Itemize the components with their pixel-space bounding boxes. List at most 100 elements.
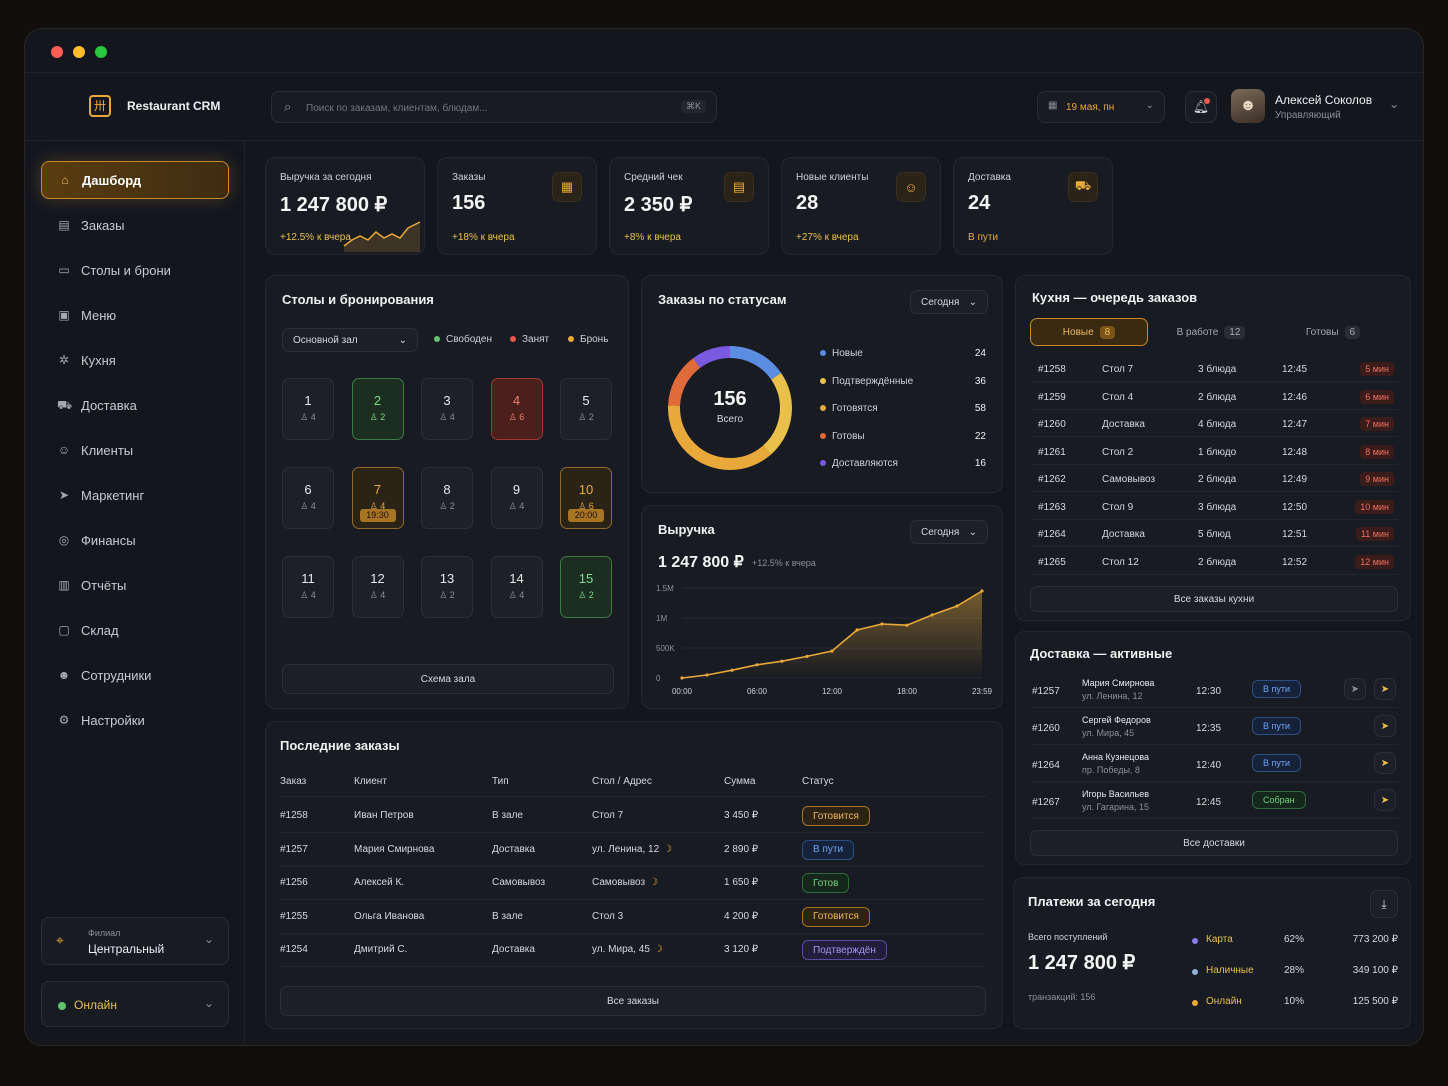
- order-place-text: ул. Мира, 45: [592, 944, 650, 955]
- maximize-window-button[interactable]: [95, 46, 107, 58]
- legend-free: Свободен: [434, 334, 492, 345]
- table-8[interactable]: 8 ♙ 2: [421, 467, 473, 529]
- delivery-row[interactable]: #1264 Анна Кузнецова пр. Победы, 8 12:40 В п…: [1030, 750, 1398, 782]
- sidebar-item-reports[interactable]: ▥ Отчёты: [41, 566, 229, 604]
- sidebar-item-orders[interactable]: ▤ Заказы: [41, 206, 229, 244]
- kitchen-row[interactable]: #1263 Стол 9 3 блюда 12:50 10 мин: [1030, 498, 1398, 520]
- sidebar-item-menu-book[interactable]: ▣ Меню: [41, 296, 229, 334]
- table-13[interactable]: 13 ♙ 2: [421, 556, 473, 618]
- kitchen-row[interactable]: #1261 Стол 2 1 блюдо 12:48 8 мин: [1030, 443, 1398, 465]
- sidebar-item-label: Кухня: [81, 352, 116, 368]
- online-dot: [58, 1002, 66, 1010]
- kitchen-row[interactable]: #1262 Самовывоз 2 блюда 12:49 9 мин: [1030, 470, 1398, 492]
- payment-row: Карта 62% 773 200 ₽: [1192, 934, 1398, 952]
- delivery-time: 12:45: [1196, 797, 1222, 808]
- kitchen-tab-2[interactable]: Готовы 6: [1274, 318, 1392, 346]
- table-4[interactable]: 4 ♙ 6: [490, 378, 543, 440]
- kitchen-tab-1[interactable]: В работе 12: [1152, 318, 1270, 346]
- delivery-row[interactable]: #1257 Мария Смирнова ул. Ленина, 12 12:30 В …: [1030, 676, 1398, 708]
- table-3[interactable]: 3 ♙ 4: [421, 378, 473, 440]
- tables-card: Столы и бронирования Основной зал ⌄ Своб…: [265, 275, 629, 709]
- sidebar-item-kitchen[interactable]: ✲ Кухня: [41, 341, 229, 379]
- sidebar-item-delivery[interactable]: ⛟ Доставка: [41, 386, 229, 424]
- close-window-button[interactable]: [51, 46, 63, 58]
- table-seats-count: 4: [519, 501, 525, 511]
- order-place: ул. Ленина, 12 ☽: [592, 844, 672, 855]
- user-menu-chevron-icon[interactable]: ⌄: [1389, 97, 1400, 111]
- status-period-select[interactable]: Сегодня ⌄: [910, 290, 988, 314]
- table-7[interactable]: 7 ♙ 4 19:30: [351, 467, 404, 529]
- revenue-period-select[interactable]: Сегодня ⌄: [910, 520, 988, 544]
- all-deliveries-button[interactable]: Все доставки: [1030, 830, 1398, 856]
- delivery-status-badge: В пути: [1252, 754, 1302, 772]
- table-9[interactable]: 9 ♙ 4: [490, 467, 543, 529]
- search-input[interactable]: [306, 98, 666, 118]
- kpi-card-avg-check[interactable]: Средний чек 2 350 ₽ +8% к вчера ▤: [609, 157, 769, 255]
- kpi-card-orders[interactable]: Заказы 156 +18% к вчера ▦: [437, 157, 597, 255]
- table-2[interactable]: 2 ♙ 2: [351, 378, 404, 440]
- delivery-row[interactable]: #1267 Игорь Васильев ул. Гагарина, 15 12:45…: [1030, 787, 1398, 819]
- avatar[interactable]: ☻: [1231, 89, 1265, 123]
- table-11[interactable]: 11 ♙ 4: [282, 556, 334, 618]
- sidebar-item-home[interactable]: ⌂ Дашборд: [41, 161, 229, 199]
- send-courier-icon[interactable]: ➤: [1374, 789, 1396, 811]
- orders-header-cell: Статус: [802, 776, 834, 787]
- kpi-card-new-clients[interactable]: Новые клиенты 28 +27% к вчера ☺: [781, 157, 941, 255]
- table-12[interactable]: 12 ♙ 4: [351, 556, 404, 618]
- payments-tx: транзакций: 156: [1028, 992, 1096, 1002]
- sidebar-item-staff[interactable]: ☻ Сотрудники: [41, 656, 229, 694]
- table-number: 3: [443, 393, 451, 408]
- orders-table-row[interactable]: #1255 Ольга Иванова В зале Стол 3 4 200 ₽ Гот…: [266, 901, 1004, 934]
- branch-select[interactable]: ⌖ Филиал Центральный ⌄: [41, 917, 229, 965]
- sidebar-item-marketing[interactable]: ➤ Маркетинг: [41, 476, 229, 514]
- order-client: Алексей К.: [354, 877, 405, 888]
- notifications-button[interactable]: 🔔︎: [1185, 91, 1217, 123]
- date-picker[interactable]: ▦ 19 мая, пн ⌄: [1037, 91, 1165, 123]
- orders-table-row[interactable]: #1257 Мария Смирнова Доставка ул. Ленина, 1…: [266, 834, 1004, 867]
- navigation-icon[interactable]: ➤: [1344, 678, 1366, 700]
- table-1[interactable]: 1 ♙ 4: [282, 378, 334, 440]
- search-box[interactable]: ⌕ ⌘K: [271, 91, 717, 123]
- kitchen-row[interactable]: #1259 Стол 4 2 блюда 12:46 6 мин: [1030, 388, 1398, 410]
- orders-table-row[interactable]: #1256 Алексей К. Самовывоз Самовывоз ☽ 1 650 …: [266, 867, 1004, 900]
- sidebar-item-clients[interactable]: ☺ Клиенты: [41, 431, 229, 469]
- sidebar-item-table[interactable]: ▭ Столы и брони: [41, 251, 229, 289]
- all-orders-button[interactable]: Все заказы: [280, 986, 986, 1016]
- status-count: 24: [974, 348, 986, 359]
- hall-select[interactable]: Основной зал ⌄: [282, 328, 418, 352]
- kpi-card-delivery[interactable]: Доставка 24 В пути ⛟: [953, 157, 1113, 255]
- kitchen-order-id: #1261: [1038, 446, 1066, 458]
- sidebar-item-settings[interactable]: ⚙ Настройки: [41, 701, 229, 739]
- all-kitchen-orders-button[interactable]: Все заказы кухни: [1030, 586, 1398, 612]
- table-15[interactable]: 15 ♙ 2: [560, 556, 612, 618]
- send-courier-icon[interactable]: ➤: [1374, 715, 1396, 737]
- kitchen-row[interactable]: #1264 Доставка 5 блюд 12:51 11 мин: [1030, 525, 1398, 547]
- online-status-select[interactable]: Онлайн ⌄: [41, 981, 229, 1027]
- legend-dot: [820, 405, 826, 412]
- kitchen-tab-label: В работе: [1176, 326, 1219, 338]
- kitchen-row[interactable]: #1265 Стол 12 2 блюда 12:52 12 мин: [1030, 553, 1398, 575]
- download-button[interactable]: ⤓: [1370, 890, 1398, 918]
- table-14[interactable]: 14 ♙ 4: [490, 556, 543, 618]
- payment-dot: [1192, 969, 1198, 975]
- table-seats: ♙ 2: [561, 412, 611, 423]
- hall-scheme-button[interactable]: Схема зала: [282, 664, 614, 694]
- sidebar-item-warehouse[interactable]: ▢ Склад: [41, 611, 229, 649]
- send-courier-icon[interactable]: ➤: [1374, 752, 1396, 774]
- table-10[interactable]: 10 ♙ 6 20:00: [560, 467, 612, 529]
- delivery-row[interactable]: #1260 Сергей Федоров ул. Мира, 45 12:35 В пу…: [1030, 713, 1398, 745]
- kitchen-row[interactable]: #1260 Доставка 4 блюда 12:47 7 мин: [1030, 415, 1398, 437]
- orders-table-row[interactable]: #1254 Дмитрий С. Доставка ул. Мира, 45 ☽ 3 12…: [266, 934, 1004, 967]
- send-courier-icon[interactable]: ➤: [1374, 678, 1396, 700]
- minimize-window-button[interactable]: [73, 46, 85, 58]
- table-6[interactable]: 6 ♙ 4: [282, 467, 334, 529]
- kitchen-row[interactable]: #1258 Стол 7 3 блюда 12:45 5 мин: [1030, 360, 1398, 382]
- sidebar-item-finance[interactable]: ◎ Финансы: [41, 521, 229, 559]
- revenue-point: [930, 613, 934, 617]
- table-seats: ♙ 4: [492, 501, 542, 512]
- orders-table-row[interactable]: #1258 Иван Петров В зале Стол 7 3 450 ₽ Готов…: [266, 800, 1004, 833]
- kitchen-tab-0[interactable]: Новые 8: [1030, 318, 1148, 346]
- kpi-card-revenue[interactable]: Выручка за сегодня 1 247 800 ₽ +12.5% к вч…: [265, 157, 425, 255]
- kitchen-wait-badge: 9 мин: [1360, 472, 1394, 486]
- table-5[interactable]: 5 ♙ 2: [560, 378, 612, 440]
